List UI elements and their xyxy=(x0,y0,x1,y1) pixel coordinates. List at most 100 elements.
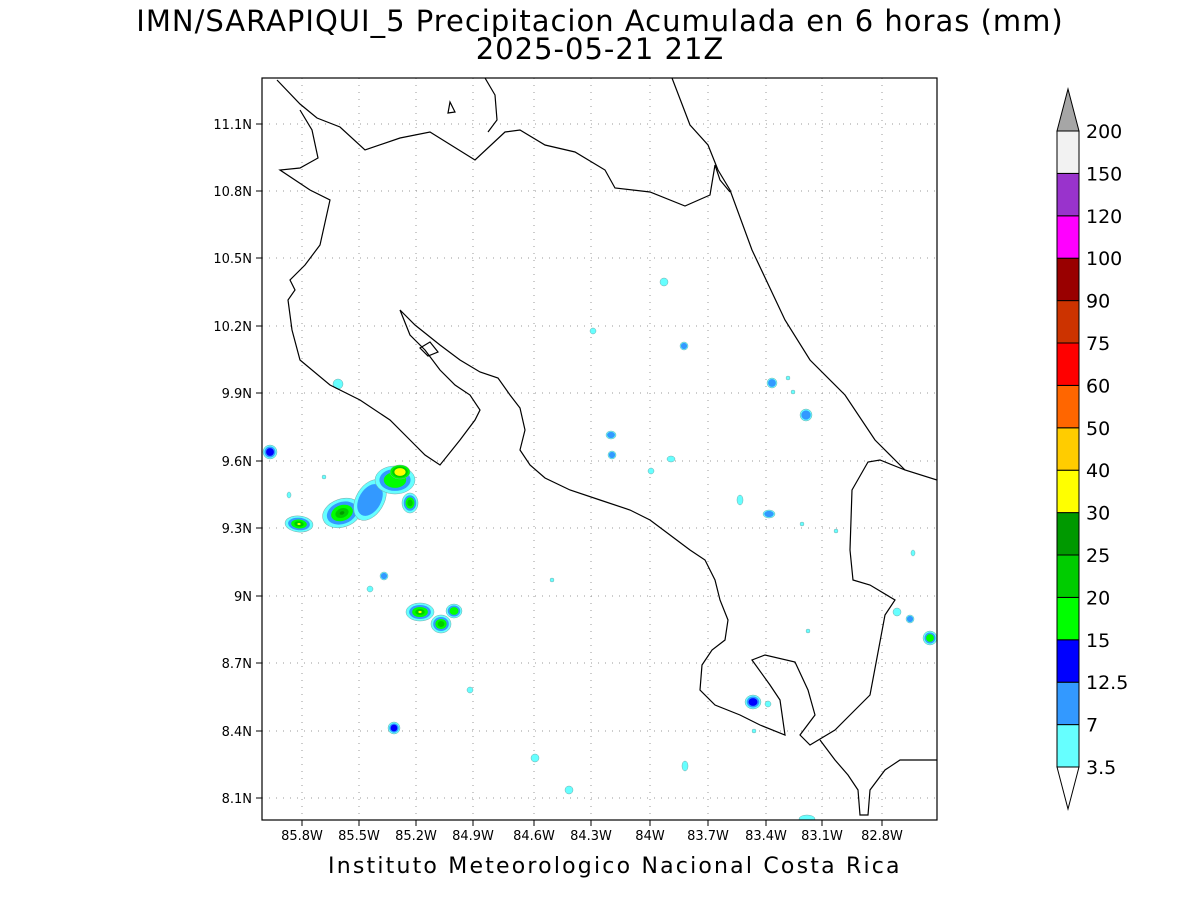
precip-cell xyxy=(389,464,411,480)
lat-tick-label: 9.9N xyxy=(222,387,252,402)
colorbar-segment xyxy=(1056,257,1080,302)
lon-tick-label: 85.8W xyxy=(281,829,323,844)
lat-tick-label: 9.3N xyxy=(222,522,252,537)
precip-cell xyxy=(401,492,419,514)
lon-tick-label: 84W xyxy=(635,829,665,844)
colorbar-segment xyxy=(1056,342,1080,386)
colorbar-label: 200 xyxy=(1086,121,1122,143)
lon-tick-label: 84.9W xyxy=(452,829,494,844)
colorbar-label: 90 xyxy=(1086,291,1110,313)
colorbar-label: 20 xyxy=(1086,587,1110,609)
precip-cell xyxy=(892,607,902,617)
colorbar-label: 50 xyxy=(1086,418,1110,440)
precip-cell xyxy=(284,515,314,533)
precip-cell xyxy=(766,377,778,389)
colorbar-segment xyxy=(1056,639,1080,683)
colorbar-segment xyxy=(1056,215,1080,259)
colorbar-label: 60 xyxy=(1086,375,1110,397)
lon-tick-label: 85.2W xyxy=(395,829,437,844)
colorbar-label: 40 xyxy=(1086,460,1110,482)
precip-cell xyxy=(387,721,401,735)
coastline-pacific-north xyxy=(278,109,906,746)
colorbar-segment xyxy=(1056,300,1080,344)
precip-cell xyxy=(530,753,540,763)
lon-tick-label: 85.5W xyxy=(338,829,380,844)
colorbar-label: 15 xyxy=(1086,630,1110,652)
colorbar-segment xyxy=(1056,724,1080,768)
precip-cell xyxy=(790,389,796,395)
colorbar-label: 7 xyxy=(1086,715,1098,737)
colorbar-segment xyxy=(1056,427,1080,471)
lat-tick-label: 11.1N xyxy=(213,118,252,133)
footer-credit: Instituto Meteorologico Nacional Costa R… xyxy=(328,854,902,879)
lat-tick-label: 9N xyxy=(234,590,252,605)
precip-cell xyxy=(353,479,387,521)
lon-tick-label: 84.6W xyxy=(513,829,555,844)
lat-tick-label: 8.4N xyxy=(222,725,252,740)
colorbar-label: 12.5 xyxy=(1086,672,1128,694)
colorbar-segment xyxy=(1056,512,1080,556)
coastline xyxy=(276,78,937,816)
coastline-caribbean-north xyxy=(484,78,498,133)
axis-ticks: 11.1N 10.8N 10.5N 10.2N 9.9N 9.6N 9.3N 9N 8.7N 8.… xyxy=(213,118,903,844)
colorbar-segment xyxy=(1056,596,1080,641)
colorbar-segment xyxy=(1056,681,1080,726)
precip-cell xyxy=(799,408,813,422)
precip-cell xyxy=(405,602,435,622)
colorbar-label: 100 xyxy=(1086,248,1122,270)
graticule xyxy=(262,78,937,820)
lat-tick-label: 10.2N xyxy=(213,320,252,335)
lat-tick-label: 8.1N xyxy=(222,792,252,807)
precip-cell xyxy=(679,341,689,351)
colorbar: 3.5 7 12.5 15 20 25 30 40 50 60 75 90 100 120 150 200 xyxy=(1056,87,1128,811)
precip-cell xyxy=(751,728,757,734)
precip-cell xyxy=(321,474,327,480)
lon-tick-label: 84.3W xyxy=(570,829,612,844)
lat-tick-label: 8.7N xyxy=(222,657,252,672)
lon-tick-label: 83.1W xyxy=(801,829,843,844)
precip-cell xyxy=(262,444,278,460)
plot-frame xyxy=(261,77,938,821)
precip-cell xyxy=(322,497,362,529)
colorbar-label: 30 xyxy=(1086,503,1110,525)
precip-cell xyxy=(430,614,452,634)
coastline-nicaragua-north xyxy=(276,79,731,207)
precip-cell xyxy=(833,528,839,534)
precipitation-field xyxy=(262,277,937,820)
precip-cell xyxy=(922,630,937,646)
precip-cell xyxy=(647,467,655,475)
colorbar-arrow-low xyxy=(1056,766,1080,811)
precip-cell xyxy=(785,375,791,381)
precip-cell xyxy=(666,455,676,463)
precip-cell xyxy=(805,628,811,634)
colorbar-segment xyxy=(1056,384,1080,429)
precip-cell xyxy=(910,549,916,557)
colorbar-segment xyxy=(1056,554,1080,598)
precip-cell xyxy=(605,430,617,440)
precip-cell xyxy=(762,509,776,519)
lat-tick-label: 9.6N xyxy=(222,455,252,470)
map-datetime: 2025-05-21 21Z xyxy=(475,32,725,66)
precip-cell xyxy=(736,494,744,506)
precip-cell xyxy=(681,760,689,772)
precip-cell xyxy=(798,814,816,820)
precip-cell xyxy=(379,571,389,581)
colorbar-label: 150 xyxy=(1086,163,1122,185)
lon-tick-label: 83.7W xyxy=(687,829,729,844)
coastline-nicaragua-east xyxy=(671,78,937,481)
coastline-osa-peninsula xyxy=(819,739,937,816)
lon-tick-label: 82.8W xyxy=(861,829,903,844)
lake-island xyxy=(447,100,456,114)
map-title: IMN/SARAPIQUI_5 Precipitacion Acumulada … xyxy=(136,4,1064,38)
precip-cell xyxy=(905,614,915,624)
colorbar-label: 120 xyxy=(1086,206,1122,228)
precip-cell xyxy=(466,686,474,694)
precip-cell xyxy=(445,603,463,619)
colorbar-segment xyxy=(1056,130,1080,174)
precip-cell xyxy=(589,327,597,335)
precip-cell xyxy=(764,700,772,708)
colorbar-arrow-high xyxy=(1056,87,1080,132)
lat-tick-label: 10.5N xyxy=(213,252,252,267)
precip-cell xyxy=(549,577,555,583)
